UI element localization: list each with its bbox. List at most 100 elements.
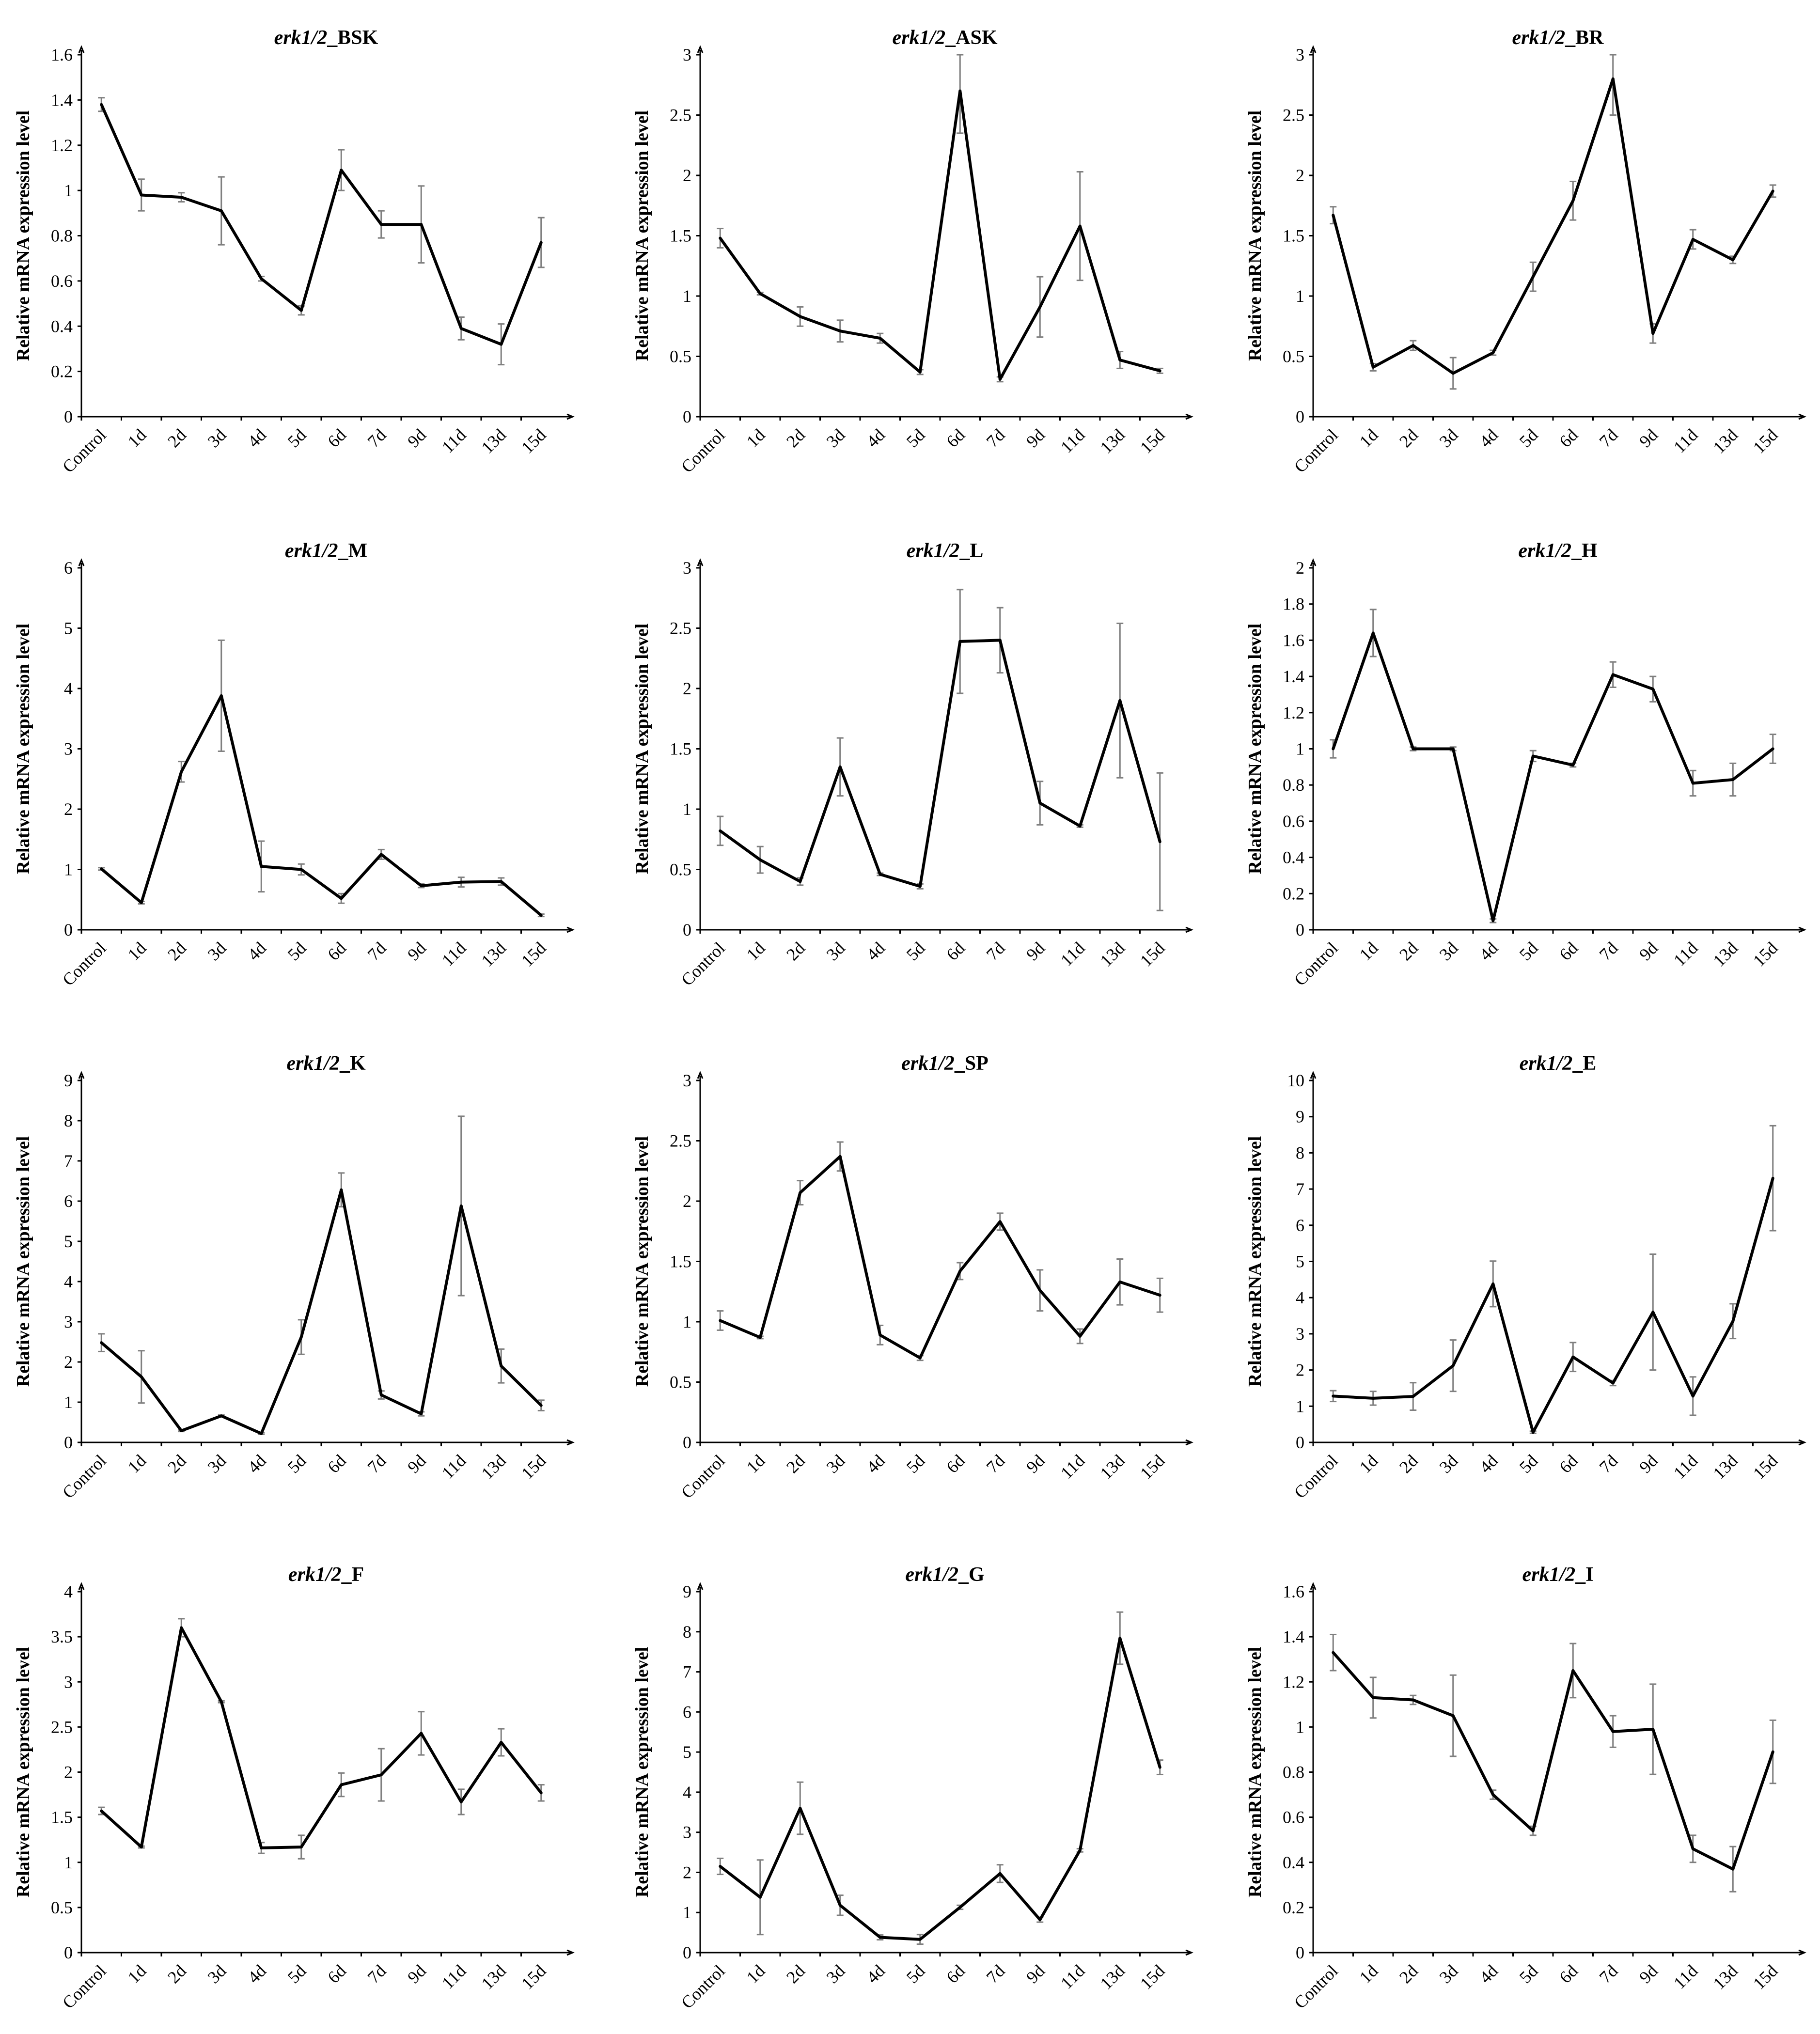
x-tick-label: 5d <box>1516 1961 1542 1987</box>
chart-title: erk1/2_E <box>1520 1052 1597 1075</box>
y-tick-label: 3.5 <box>51 1627 73 1646</box>
chart-title-suffix: _ASK <box>945 27 998 49</box>
series-line <box>100 1188 542 1435</box>
y-tick-label: 3 <box>683 558 691 578</box>
y-tick-label: 3 <box>64 739 73 759</box>
data-point <box>379 853 383 856</box>
y-tick-label: 6 <box>683 1702 691 1721</box>
y-tick-label: 7 <box>64 1151 73 1171</box>
x-tick-label: 1d <box>124 1451 150 1477</box>
data-point <box>379 1393 383 1397</box>
data-point <box>879 1936 882 1939</box>
data-point <box>180 770 183 773</box>
x-tick-label: 15d <box>518 1451 549 1483</box>
chart-title-suffix: _G <box>958 1564 985 1586</box>
y-axis-label: Relative mRNA expression level <box>1245 1647 1265 1898</box>
y-tick-label: 9 <box>1296 1107 1304 1127</box>
chart-panel-3: erk1/2_M Relative mRNA expression level 0 1… <box>13 540 575 989</box>
y-tick-label: 0.2 <box>1283 884 1304 903</box>
data-point <box>1491 1793 1495 1797</box>
y-tick-label: 4 <box>64 1272 73 1291</box>
series-line <box>1332 77 1774 375</box>
data-point <box>1332 214 1335 217</box>
y-axis-label: Relative mRNA expression level <box>632 1647 652 1898</box>
x-tick-label: 15d <box>518 1961 549 1993</box>
x-tick-label: 6d <box>942 938 969 964</box>
data-point <box>180 196 183 199</box>
y-tick-label: 0 <box>64 920 73 939</box>
data-point <box>1078 824 1082 828</box>
x-tick-label: 1d <box>124 938 150 964</box>
data-point <box>719 1319 722 1322</box>
x-tick-label: 7d <box>983 1451 1009 1477</box>
data-point <box>100 867 103 871</box>
x-tick-label: 1d <box>1356 1451 1382 1477</box>
y-tick-label: 0.6 <box>1283 1808 1304 1827</box>
y-axis-label: Relative mRNA expression level <box>1245 1136 1265 1387</box>
series-line <box>1333 1177 1774 1434</box>
chart-title-suffix: _BR <box>1565 27 1604 49</box>
chart-panel-11: erk1/2_I Relative mRNA expression level 0 0… <box>1245 1564 1806 2012</box>
y-tick-label: 1 <box>683 799 691 819</box>
x-tick-label: 2d <box>1396 1451 1422 1477</box>
chart-title: erk1/2_K <box>286 1052 366 1075</box>
series-line <box>100 694 542 917</box>
y-tick-label: 2 <box>683 1862 691 1882</box>
x-tick-label: 15d <box>1136 938 1168 970</box>
data-point <box>918 885 922 888</box>
x-tick-label: 2d <box>1396 425 1422 451</box>
y-tick-label: 1.4 <box>1283 1627 1304 1646</box>
data-point <box>1691 237 1694 241</box>
data-point <box>1412 747 1415 751</box>
data-point <box>220 694 223 697</box>
x-tick-label: 15d <box>1136 1451 1168 1483</box>
x-tick-label: 6d <box>1555 1451 1582 1477</box>
y-tick-label: 0.5 <box>1283 347 1304 366</box>
x-tick-label: 11d <box>1670 1961 1702 1993</box>
series-line <box>719 1637 1161 1941</box>
y-tick-label: 3 <box>1296 1324 1304 1344</box>
x-tick-label: 15d <box>1749 425 1781 457</box>
x-tick-label: 5d <box>903 1451 929 1477</box>
data-point <box>500 343 503 346</box>
x-tick-label: 4d <box>1475 1451 1502 1477</box>
y-tick-label: 0 <box>64 1433 73 1452</box>
y-tick-label: 1.5 <box>51 1808 73 1827</box>
x-tick-label: 9d <box>1022 938 1049 964</box>
y-tick-label: 2 <box>64 1763 73 1782</box>
y-tick-label: 2.5 <box>670 106 691 125</box>
x-tick-label: 7d <box>364 425 390 451</box>
data-point <box>1691 782 1694 785</box>
y-tick-label: 0.4 <box>1283 848 1304 867</box>
x-tick-label: 3d <box>1436 938 1462 964</box>
x-tick-label: 15d <box>1749 1961 1781 1993</box>
chart-title: erk1/2_F <box>288 1564 364 1586</box>
chart-title-italic: erk1/2 <box>1520 1052 1573 1075</box>
data-point <box>1611 77 1615 80</box>
data-point <box>340 897 343 900</box>
y-tick-label: 1.4 <box>51 90 73 110</box>
series-line <box>1332 631 1774 923</box>
data-point <box>799 315 802 318</box>
data-point <box>1371 1696 1375 1699</box>
x-tick-label: 9d <box>404 938 430 964</box>
chart-title-italic: erk1/2 <box>1522 1564 1575 1586</box>
data-point <box>799 880 802 883</box>
chart-title: erk1/2_L <box>907 540 984 562</box>
data-point <box>379 1773 383 1777</box>
x-tick-label: 4d <box>244 425 270 451</box>
y-tick-label: 5 <box>683 1742 691 1762</box>
y-tick-label: 0 <box>683 1433 691 1452</box>
x-tick-label: 7d <box>1596 425 1622 451</box>
y-tick-label: 1 <box>683 1903 691 1922</box>
data-point <box>260 865 263 868</box>
chart-panel-1: erk1/2_ASK Relative mRNA expression level… <box>632 27 1193 476</box>
data-point <box>1771 1176 1774 1180</box>
data-point <box>1451 372 1455 375</box>
data-point <box>140 1375 143 1378</box>
y-tick-label: 0.4 <box>51 316 73 336</box>
y-axis-arrow <box>1310 1071 1317 1079</box>
x-tick-label: 4d <box>244 1961 270 1987</box>
chart-title-italic: erk1/2 <box>907 540 960 562</box>
x-tick-label: 13d <box>477 425 509 457</box>
